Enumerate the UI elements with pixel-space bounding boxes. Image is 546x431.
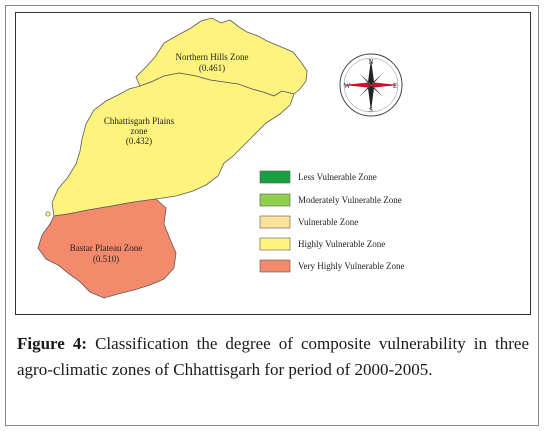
legend-label-vulnerable: Vulnerable Zone xyxy=(298,217,358,227)
vulnerability-map: Northern Hills Zone (0.461) Chhattisgarh… xyxy=(37,17,405,299)
compass-needle-sw xyxy=(359,85,371,97)
caption-text: Classification the degree of composite v… xyxy=(17,334,530,379)
figure-caption: Figure 4: Classification the degree of c… xyxy=(17,331,529,383)
legend: Less Vulnerable Zone Moderately Vulnerab… xyxy=(259,170,405,273)
compass-west-letter: W xyxy=(344,82,351,90)
legend-label-very-highly-vulnerable: Very Highly Vulnerable Zone xyxy=(298,261,405,271)
compass-needle-south xyxy=(368,85,374,111)
legend-swatch-moderately-vulnerable xyxy=(259,193,291,207)
zone-value-chhattisgarh-plains: (0.432) xyxy=(126,136,152,146)
figure-frame xyxy=(5,5,539,426)
compass-needle-west xyxy=(343,82,371,88)
compass-rose: N S E W xyxy=(339,53,403,117)
legend-label-highly-vulnerable: Highly Vulnerable Zone xyxy=(298,239,385,249)
zone-label-bastar-plateau: Bastar Plateau Zone xyxy=(70,243,142,253)
legend-label-less-vulnerable: Less Vulnerable Zone xyxy=(298,172,377,182)
legend-swatch-highly-vulnerable xyxy=(259,237,291,251)
legend-swatch-vulnerable xyxy=(259,215,291,229)
compass-north-letter: N xyxy=(368,58,373,66)
legend-swatch-very-highly-vulnerable xyxy=(259,259,291,273)
zone-value-northern-hills: (0.461) xyxy=(199,63,225,73)
compass-south-letter: S xyxy=(369,106,373,114)
compass-needle-north xyxy=(368,59,374,85)
map-panel: Northern Hills Zone (0.461) Chhattisgarh… xyxy=(15,12,531,315)
zone-label-chhattisgarh-plains-line1: Chhattisgarh Plains xyxy=(104,116,175,126)
compass-needle-se xyxy=(371,85,383,97)
legend-label-moderately-vulnerable: Moderately Vulnerable Zone xyxy=(298,195,402,205)
legend-swatch-less-vulnerable xyxy=(259,170,291,184)
caption-label: Figure 4: xyxy=(17,334,88,353)
zone-label-chhattisgarh-plains-line2: zone xyxy=(131,126,148,136)
zone-value-bastar-plateau: (0.510) xyxy=(93,254,119,264)
compass-needle-ne xyxy=(371,73,383,85)
compass-needle-nw xyxy=(359,73,371,85)
compass-east-letter: E xyxy=(393,82,397,90)
zone-chhattisgarh-plains xyxy=(51,72,295,217)
compass-needle-east xyxy=(371,82,399,88)
zone-bastar-plateau xyxy=(37,198,177,299)
zone-label-northern-hills: Northern Hills Zone xyxy=(176,52,249,62)
enclave-marker xyxy=(45,211,51,217)
